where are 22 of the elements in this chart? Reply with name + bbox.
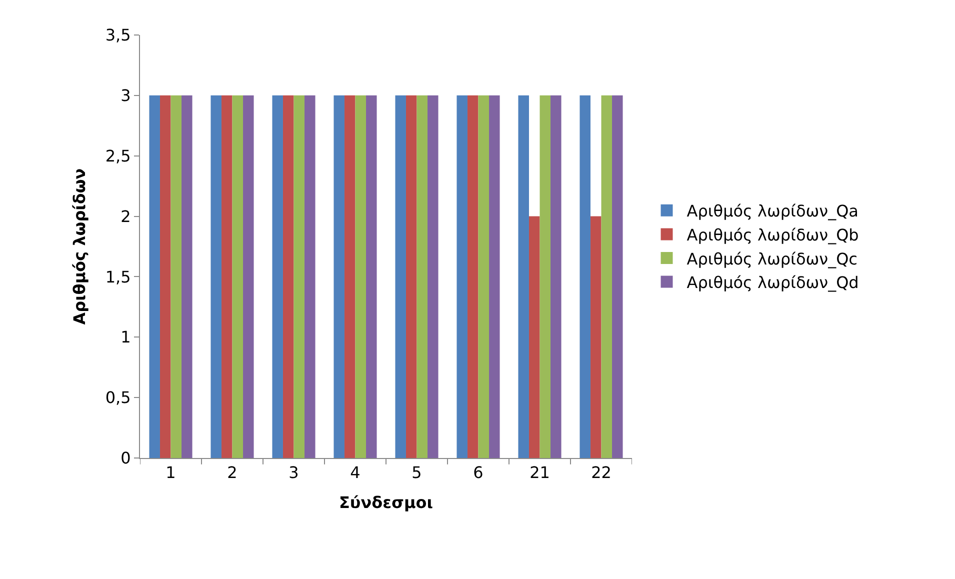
x-axis-title: Σύνδεσμοι [339, 492, 433, 512]
y-axis-title: Αριθμός λωρίδων [70, 168, 90, 325]
y-tick-label: 2,5 [105, 146, 131, 166]
x-tick-label: 2 [227, 463, 238, 482]
legend-label: Αριθμός λωρίδων_Qa [686, 202, 858, 221]
legend-label: Αριθμός λωρίδων_Qc [686, 249, 858, 268]
y-tick-label: 2 [120, 206, 131, 226]
y-tick-label: 0,5 [105, 388, 131, 408]
x-tick-label: 1 [166, 463, 176, 482]
x-tick-label: 21 [530, 463, 550, 482]
y-tick-label: 0 [120, 448, 131, 468]
x-tick-label: 6 [473, 463, 484, 482]
x-tick-label: 4 [350, 463, 360, 482]
y-tick-label: 1 [120, 328, 131, 347]
x-tick-label: 22 [591, 463, 612, 482]
x-tick-label: 5 [412, 463, 422, 482]
legend-label: Αριθμός λωρίδων_Qb [686, 225, 859, 244]
y-tick-label: 3 [120, 86, 131, 106]
legend-label: Αριθμός λωρίδων_Qd [686, 273, 859, 292]
y-tick-label: 3,5 [105, 26, 131, 45]
y-tick-label: 1,5 [105, 267, 131, 286]
x-tick-label: 3 [288, 463, 299, 482]
